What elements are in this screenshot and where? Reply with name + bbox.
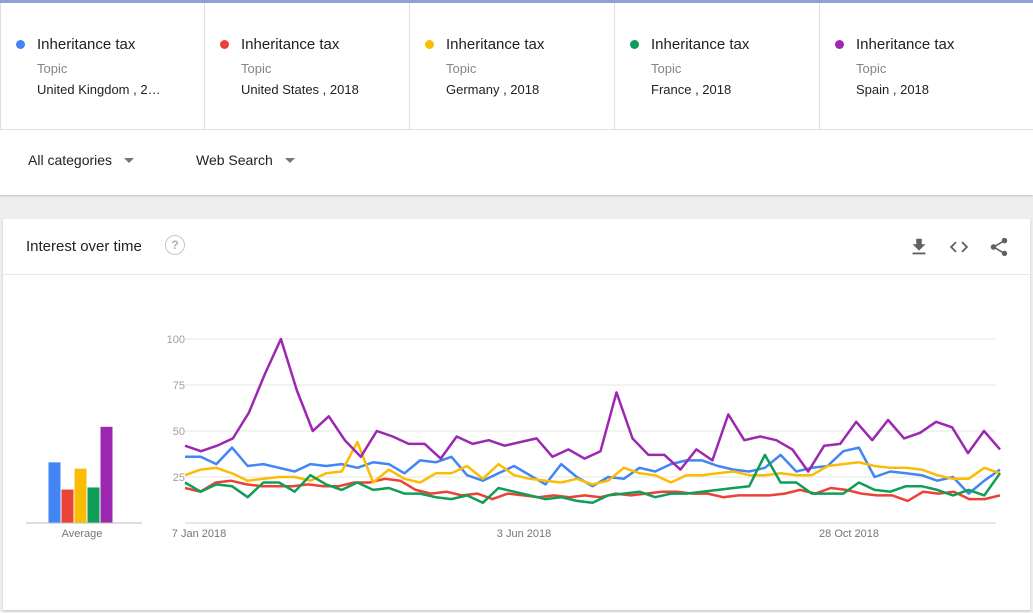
series-color-dot [835,40,844,49]
average-bars [48,426,113,523]
y-tick-label: 100 [167,334,185,346]
chart-grid: 25 50 75 100 [167,334,996,524]
series-color-dot [630,40,639,49]
series-line-5[interactable] [184,337,1001,473]
term-region-period: United States , 2018 [241,82,359,97]
term-type: Topic [651,61,682,76]
average-bar-2[interactable] [61,489,74,523]
search-type-dropdown[interactable]: Web Search [196,152,295,168]
x-tick-label: 28 Oct 2018 [819,528,879,540]
average-label: Average [62,528,103,540]
interest-chart: Average 25 50 75 100 7 Jan 2018 3 Jun 2018 28… [26,334,1002,540]
series-line-3[interactable] [184,440,1001,486]
series-color-dot [16,40,25,49]
card-header: Interest over time ? [3,219,1030,275]
y-tick-label: 50 [173,426,185,438]
search-terms-row: Inheritance tax Topic United Kingdom , 2… [0,3,1033,130]
category-dropdown-label: All categories [28,152,113,168]
term-title: Inheritance tax [37,36,136,53]
comparison-panel: Inheritance tax Topic United Kingdom , 2… [0,3,1033,195]
x-tick-label: 3 Jun 2018 [497,528,551,540]
top-accent-bar [0,0,1033,3]
series-line-4[interactable] [184,453,1002,505]
search-term-4[interactable]: Inheritance tax Topic France , 2018 [615,3,820,129]
average-bar-5[interactable] [100,426,113,523]
term-region-period: France , 2018 [651,82,732,97]
term-title: Inheritance tax [446,36,545,53]
term-region-period: United Kingdom , 2… [37,82,161,97]
term-region-period: Spain , 2018 [856,82,930,97]
term-type: Topic [856,61,887,76]
term-region-period: Germany , 2018 [446,82,540,97]
search-type-dropdown-label: Web Search [196,152,273,168]
interest-over-time-card: Interest over time ? Average 25 50 75 100 7… [3,219,1030,610]
filters-bar: All categories Web Search [0,130,1033,194]
average-bar-3[interactable] [74,468,87,523]
series-line-1[interactable] [185,446,1001,495]
search-term-3[interactable]: Inheritance tax Topic Germany , 2018 [410,3,615,129]
average-bar-1[interactable] [48,462,61,523]
series-color-dot [220,40,229,49]
category-dropdown[interactable]: All categories [28,152,135,168]
term-type: Topic [446,61,477,76]
term-title: Inheritance tax [241,36,340,53]
help-icon[interactable]: ? [165,235,185,255]
download-icon[interactable] [908,236,930,258]
search-term-5[interactable]: Inheritance tax Topic Spain , 2018 [820,3,1025,129]
y-tick-label: 75 [173,380,185,392]
series-line-2[interactable] [184,477,1001,503]
term-title: Inheritance tax [651,36,750,53]
x-axis-ticks: 7 Jan 2018 3 Jun 2018 28 Oct 2018 [172,528,879,540]
y-tick-label: 25 [173,472,185,484]
average-bar-4[interactable] [87,487,100,523]
series-color-dot [425,40,434,49]
x-tick-label: 7 Jan 2018 [172,528,226,540]
card-title: Interest over time [26,238,142,255]
chevron-down-icon [124,157,135,163]
chart-series [184,337,1002,505]
search-term-1[interactable]: Inheritance tax Topic United Kingdom , 2… [0,3,205,129]
share-icon[interactable] [988,236,1010,258]
term-title: Inheritance tax [856,36,955,53]
search-term-2[interactable]: Inheritance tax Topic United States , 20… [205,3,410,129]
term-type: Topic [37,61,68,76]
term-type: Topic [241,61,272,76]
embed-code-icon[interactable] [948,236,970,258]
chevron-down-icon [284,157,295,163]
